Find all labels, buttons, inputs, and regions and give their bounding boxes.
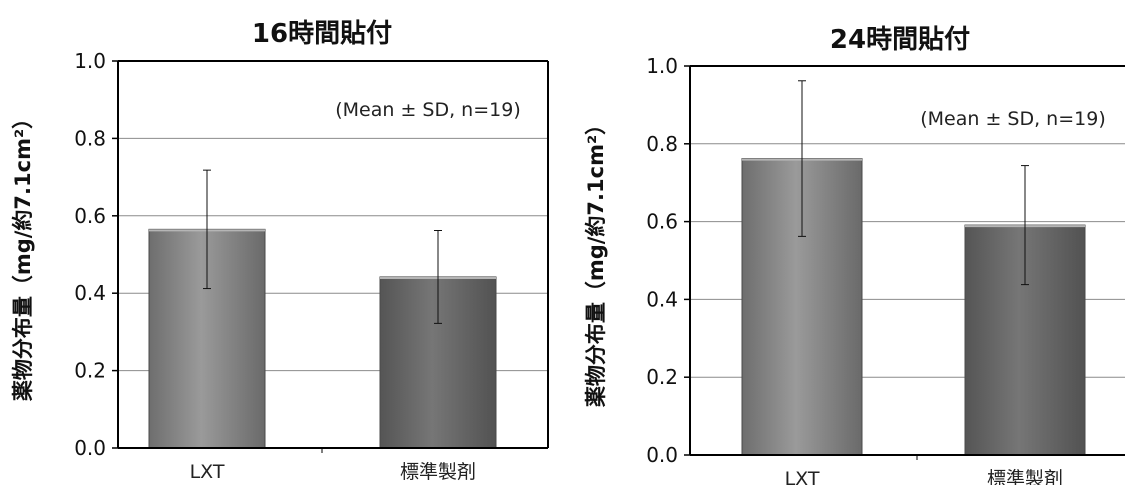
p2-y-tick-label: 1.0 (646, 54, 678, 78)
p2-y-tick-label: 0.0 (646, 443, 678, 467)
p2-y-tick-label: 0.6 (646, 210, 678, 234)
p2-y-axis-label: 薬物分布量（mg/約7.1cm²） (584, 114, 608, 407)
p2-y-tick-label: 0.4 (646, 287, 678, 311)
p1-y-tick-label: 0.0 (74, 436, 106, 460)
p1-y-tick-label: 0.4 (74, 281, 106, 305)
p1-annotation: (Mean ± SD, n=19) (335, 99, 521, 121)
p2-annotation: (Mean ± SD, n=19) (920, 108, 1106, 130)
p2-chart-title: 24時間貼付 (830, 24, 970, 55)
p2-x-category-label-2: 標準製剤 (987, 468, 1063, 485)
p2-x-category-label-1: LXT (785, 468, 820, 485)
p1-y-tick-label: 1.0 (74, 49, 106, 73)
p1-y-tick-label: 0.8 (74, 126, 106, 150)
p1-y-tick-label: 0.2 (74, 359, 106, 383)
p1-x-category-label-1: LXT (190, 461, 225, 483)
p1-y-axis-label: 薬物分布量（mg/約7.1cm²） (11, 108, 35, 401)
p1-chart-title: 16時間貼付 (252, 18, 392, 49)
p1-x-category-label-2: 標準製剤 (400, 461, 476, 483)
p2-y-tick-label: 0.2 (646, 365, 678, 389)
p1-y-tick-label: 0.6 (74, 204, 106, 228)
p2-y-tick-label: 0.8 (646, 132, 678, 156)
